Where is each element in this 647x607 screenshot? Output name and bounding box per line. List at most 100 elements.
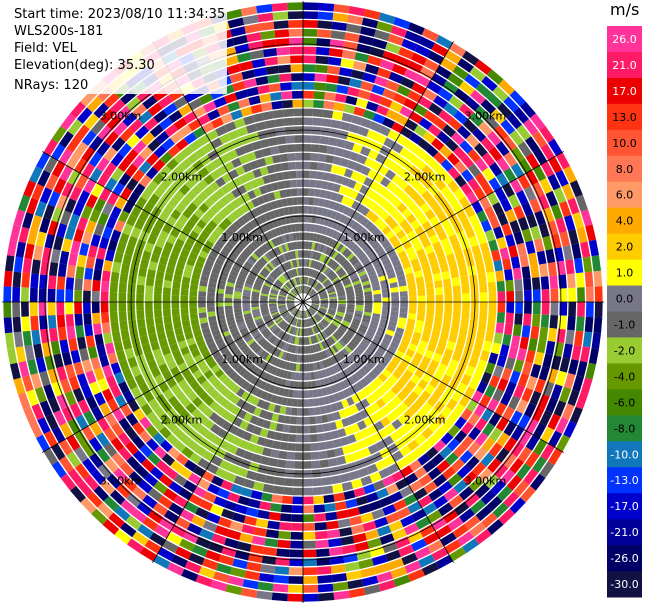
- velocity-bin: [245, 211, 255, 221]
- velocity-bin: [539, 263, 549, 277]
- velocity-bin: [59, 250, 70, 265]
- velocity-bin: [329, 324, 337, 331]
- velocity-bin: [469, 66, 486, 82]
- velocity-bin: [398, 47, 415, 60]
- velocity-bin: [259, 326, 268, 333]
- velocity-bin: [378, 428, 390, 439]
- velocity-bin: [281, 198, 288, 207]
- velocity-bin: [194, 208, 205, 219]
- velocity-bin: [328, 271, 335, 279]
- velocity-bin: [356, 214, 365, 224]
- velocity-bin: [226, 529, 242, 541]
- velocity-bin: [510, 425, 525, 442]
- velocity-bin: [312, 206, 318, 215]
- velocity-bin: [140, 188, 153, 201]
- velocity-bin: [243, 478, 255, 489]
- velocity-bin: [197, 134, 210, 147]
- velocity-bin: [408, 202, 419, 213]
- velocity-bin: [253, 333, 262, 341]
- velocity-bin: [303, 285, 305, 294]
- velocity-bin: [233, 294, 242, 299]
- velocity-bin: [369, 471, 382, 483]
- velocity-bin: [409, 402, 421, 414]
- velocity-bin: [238, 273, 247, 280]
- velocity-bin: [346, 330, 354, 338]
- velocity-bin: [349, 271, 357, 278]
- velocity-bin: [279, 405, 287, 415]
- velocity-bin: [577, 287, 585, 302]
- velocity-bin: [233, 302, 242, 306]
- velocity-bin: [332, 581, 349, 592]
- velocity-bin: [168, 197, 180, 209]
- velocity-bin: [346, 160, 357, 170]
- velocity-bin: [74, 302, 82, 314]
- velocity-bin: [92, 279, 101, 292]
- velocity-bin: [335, 363, 343, 372]
- velocity-bin: [317, 583, 334, 593]
- velocity-bin: [167, 336, 177, 346]
- velocity-bin: [486, 496, 503, 512]
- velocity-bin: [532, 289, 541, 302]
- velocity-bin: [351, 321, 360, 327]
- velocity-bin: [355, 292, 364, 297]
- velocity-bin: [551, 233, 562, 249]
- velocity-bin: [503, 96, 520, 113]
- velocity-bin: [319, 275, 326, 283]
- velocity-bin: [253, 345, 262, 354]
- velocity-bin: [255, 76, 269, 86]
- velocity-bin: [360, 118, 373, 129]
- velocity-bin: [163, 203, 175, 216]
- velocity-bin: [549, 275, 559, 289]
- velocity-bin: [260, 295, 268, 299]
- velocity-bin: [138, 382, 150, 395]
- velocity-bin: [303, 250, 306, 258]
- velocity-bin: [360, 387, 370, 398]
- velocity-bin: [303, 223, 308, 232]
- velocity-bin: [342, 320, 351, 326]
- velocity-bin: [192, 396, 203, 408]
- velocity-bin: [262, 401, 271, 411]
- velocity-bin: [295, 309, 300, 317]
- velocity-bin: [391, 302, 400, 307]
- velocity-bin: [284, 343, 290, 352]
- velocity-bin: [247, 352, 256, 361]
- velocity-bin: [37, 417, 51, 434]
- velocity-bin: [328, 357, 335, 366]
- velocity-bin: [81, 231, 93, 245]
- velocity-bin: [246, 151, 257, 162]
- velocity-bin: [289, 425, 297, 434]
- velocity-bin: [255, 417, 265, 427]
- velocity-bin: [426, 197, 438, 209]
- velocity-bin: [314, 315, 320, 322]
- range-ring-label: 3.00km: [465, 474, 507, 487]
- velocity-bin: [338, 305, 346, 309]
- velocity-bin: [416, 314, 425, 322]
- velocity-bin: [101, 280, 110, 292]
- velocity-bin: [458, 326, 468, 337]
- velocity-bin: [189, 380, 200, 391]
- velocity-bin: [292, 308, 298, 315]
- velocity-bin: [303, 99, 314, 108]
- velocity-bin: [289, 380, 295, 389]
- colorbar-tick-label: 0.0: [616, 293, 634, 306]
- velocity-bin: [211, 475, 224, 487]
- velocity-bin: [68, 375, 80, 391]
- velocity-bin: [392, 355, 402, 364]
- velocity-bin: [311, 317, 316, 325]
- velocity-bin: [293, 241, 298, 250]
- velocity-bin: [395, 380, 406, 390]
- velocity-bin: [184, 132, 197, 145]
- velocity-bin: [43, 138, 58, 156]
- velocity-bin: [574, 330, 584, 347]
- velocity-bin: [482, 251, 493, 264]
- velocity-bin: [404, 119, 418, 132]
- velocity-bin: [461, 421, 474, 435]
- velocity-bin: [232, 348, 242, 357]
- velocity-bin: [350, 323, 359, 330]
- velocity-bin: [515, 302, 523, 314]
- velocity-bin: [147, 487, 163, 502]
- velocity-bin: [125, 441, 139, 456]
- velocity-bin: [287, 281, 293, 289]
- velocity-bin: [332, 319, 341, 326]
- velocity-bin: [49, 262, 59, 277]
